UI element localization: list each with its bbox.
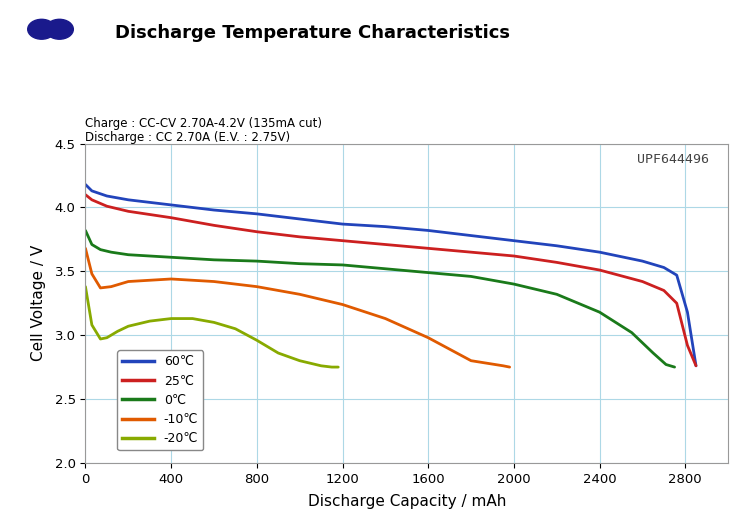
- Text: Charge : CC-CV 2.70A-4.2V (135mA cut): Charge : CC-CV 2.70A-4.2V (135mA cut): [85, 118, 322, 130]
- X-axis label: Discharge Capacity / mAh: Discharge Capacity / mAh: [308, 494, 506, 509]
- Y-axis label: Cell Voltage / V: Cell Voltage / V: [31, 245, 46, 361]
- Legend: 60℃, 25℃, 0℃, -10℃, -20℃: 60℃, 25℃, 0℃, -10℃, -20℃: [117, 350, 203, 450]
- Text: UPF644496: UPF644496: [637, 153, 709, 166]
- Text: Discharge Temperature Characteristics: Discharge Temperature Characteristics: [115, 24, 510, 42]
- Text: Discharge : CC 2.70A (E.V. : 2.75V): Discharge : CC 2.70A (E.V. : 2.75V): [85, 131, 291, 144]
